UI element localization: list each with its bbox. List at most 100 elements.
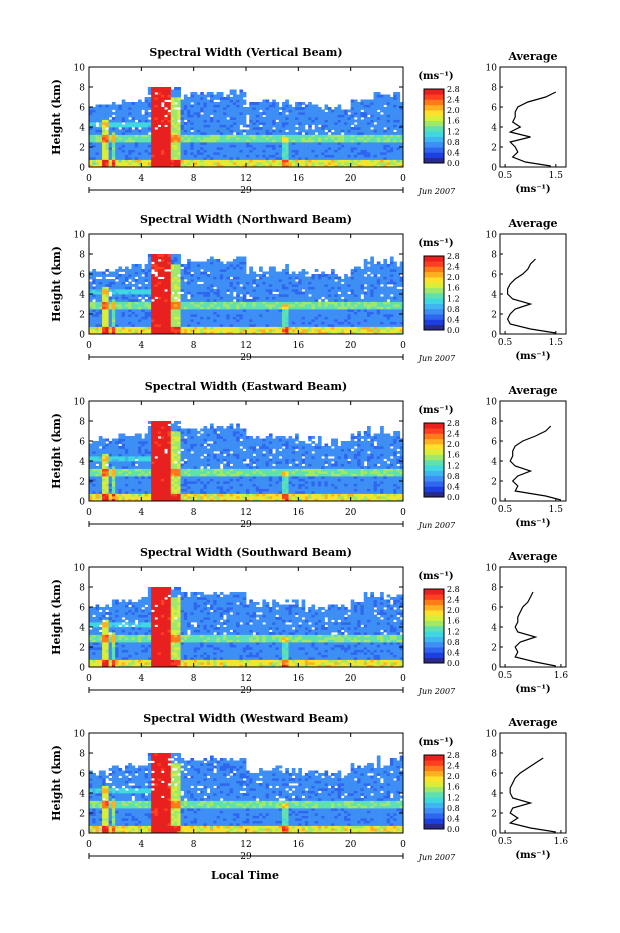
- heatmap-cell: [347, 140, 351, 143]
- heatmap-cell: [298, 312, 302, 315]
- heatmap-cell: [112, 292, 116, 295]
- heatmap-cell: [177, 105, 181, 108]
- heatmap-cell: [220, 302, 224, 305]
- heatmap-cell: [128, 112, 132, 115]
- heatmap-cell: [223, 312, 227, 315]
- heatmap-cell: [230, 130, 234, 133]
- heatmap-cell: [289, 327, 293, 330]
- heatmap-cell: [99, 309, 103, 312]
- heatmap-cell: [213, 112, 217, 115]
- heatmap-cell: [308, 312, 312, 315]
- heatmap-cell: [177, 289, 181, 292]
- heatmap-cell: [338, 135, 342, 138]
- heatmap-cell: [275, 299, 279, 302]
- heatmap-cell: [181, 140, 185, 143]
- heatmap-cell: [377, 267, 381, 270]
- heatmap-cell: [282, 294, 286, 297]
- heatmap-cell: [207, 309, 211, 312]
- heatmap-cell: [318, 132, 322, 135]
- heatmap-cell: [279, 282, 283, 285]
- heatmap-cell: [321, 284, 325, 287]
- heatmap-cell: [118, 277, 122, 280]
- heatmap-cell: [141, 152, 145, 155]
- heatmap-cell: [246, 329, 250, 332]
- heatmap-cell: [377, 145, 381, 148]
- heatmap-cell: [194, 309, 198, 312]
- heatmap-cell: [174, 292, 178, 295]
- heatmap-cell: [357, 130, 361, 133]
- heatmap-cell: [354, 102, 358, 105]
- heatmap-cell: [374, 105, 378, 108]
- heatmap-cell: [269, 269, 273, 272]
- heatmap-cell: [168, 299, 172, 302]
- heatmap-cell: [308, 292, 312, 295]
- heatmap-cell: [200, 329, 204, 332]
- heatmap-cell: [315, 319, 319, 322]
- heatmap-cell: [279, 132, 283, 135]
- heatmap-cell: [213, 132, 217, 135]
- heatmap-cell: [190, 312, 194, 315]
- heatmap-cell: [279, 309, 283, 312]
- heatmap-cell: [249, 299, 253, 302]
- heatmap-cell: [262, 110, 266, 113]
- heatmap-cell: [220, 289, 224, 292]
- heatmap-cell: [367, 122, 371, 125]
- heatmap-cell: [383, 102, 387, 105]
- heatmap-cell: [266, 317, 270, 320]
- heatmap-cell: [239, 132, 243, 135]
- heatmap-cell: [145, 264, 149, 267]
- heatmap-cell: [367, 322, 371, 325]
- heatmap-cell: [197, 302, 201, 305]
- heatmap-cell: [266, 157, 270, 160]
- heatmap-cell: [308, 102, 312, 105]
- heatmap-cell: [302, 127, 306, 130]
- heatmap-cell: [269, 289, 273, 292]
- heatmap-cell: [367, 297, 371, 300]
- heatmap-cell: [308, 282, 312, 285]
- heatmap-cell: [246, 107, 250, 110]
- heatmap-cell: [298, 140, 302, 143]
- heatmap-cell: [289, 304, 293, 307]
- heatmap-cell: [334, 309, 338, 312]
- heatmap-cell: [256, 304, 260, 307]
- heatmap-cell: [112, 140, 116, 143]
- heatmap-cell: [174, 302, 178, 305]
- heatmap-cell: [194, 307, 198, 310]
- heatmap-cell: [96, 130, 100, 133]
- heatmap-cell: [132, 135, 136, 138]
- heatmap-cell: [233, 142, 237, 145]
- heatmap-cell: [99, 117, 103, 120]
- heatmap-cell: [243, 272, 247, 275]
- heatmap-cell: [184, 125, 188, 128]
- heatmap-cell: [177, 317, 181, 320]
- heatmap-cell: [122, 132, 126, 135]
- heatmap-cell: [256, 130, 260, 133]
- heatmap-cell: [230, 272, 234, 275]
- heatmap-cell: [181, 145, 185, 148]
- heatmap-cell: [164, 307, 168, 310]
- colorbar-swatch: [424, 147, 444, 153]
- heatmap-cell: [220, 137, 224, 140]
- heatmap-cell: [92, 289, 96, 292]
- heatmap-cell: [377, 152, 381, 155]
- heatmap-cell: [105, 327, 109, 330]
- heatmap-cell: [285, 120, 289, 123]
- heatmap-cell: [125, 102, 129, 105]
- heatmap-cell: [262, 272, 266, 275]
- heatmap-cell: [236, 317, 240, 320]
- heatmap-cell: [285, 324, 289, 327]
- heatmap-cell: [174, 319, 178, 322]
- heatmap-cell: [259, 274, 263, 277]
- heatmap-cell: [154, 97, 158, 100]
- heatmap-cell: [253, 324, 257, 327]
- heatmap-cell: [145, 329, 149, 332]
- x-tick-label: 16: [293, 174, 305, 184]
- heatmap-cell: [138, 132, 142, 135]
- heatmap-cell: [210, 262, 214, 265]
- heatmap-cell: [174, 130, 178, 133]
- heatmap-cell: [357, 322, 361, 325]
- heatmap-cell: [275, 317, 279, 320]
- heatmap-cell: [151, 157, 155, 160]
- heatmap-cell: [246, 142, 250, 145]
- heatmap-cell: [148, 130, 152, 133]
